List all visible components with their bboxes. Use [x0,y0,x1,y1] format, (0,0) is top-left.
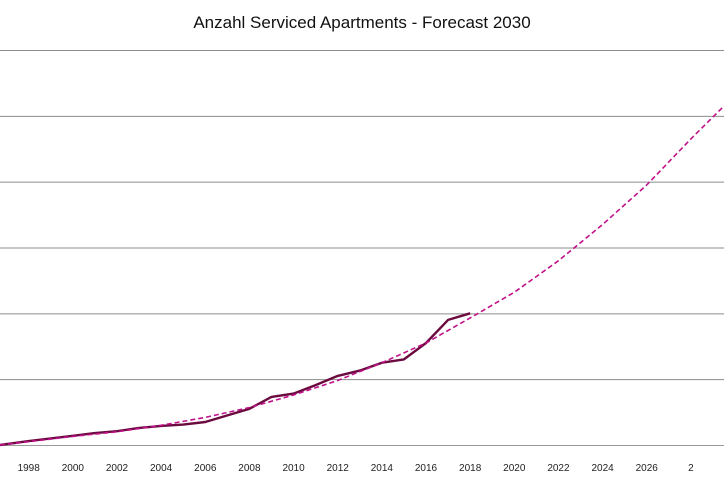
gridlines [0,50,724,381]
series-actual-line [0,312,471,447]
x-tick-label: 2000 [62,463,85,474]
x-tick-label: 2018 [459,463,482,474]
x-ticks: 1998 2000 2002 2004 2006 2008 2010 2012 2014 2016… [18,463,695,474]
x-tick-label: 2014 [371,463,394,474]
x-tick-label: 2012 [327,463,350,474]
x-tick-label: 2024 [591,463,614,474]
series-layer [0,105,724,447]
x-tick-label: 2022 [547,463,570,474]
x-tick-label: 2010 [282,463,305,474]
x-tick-label: 2002 [106,463,129,474]
chart-title: Anzahl Serviced Apartments - Forecast 20… [193,13,530,32]
x-tick-label: 2004 [150,463,173,474]
x-tick-label: 2020 [503,463,526,474]
x-tick-label: 2026 [636,463,659,474]
x-tick-label: 2008 [238,463,261,474]
x-tick-label: 2 [688,463,694,474]
x-tick-label: 1998 [18,463,41,474]
x-tick-label: 2006 [194,463,217,474]
x-tick-label: 2016 [415,463,438,474]
series-forecast-line [0,105,724,446]
